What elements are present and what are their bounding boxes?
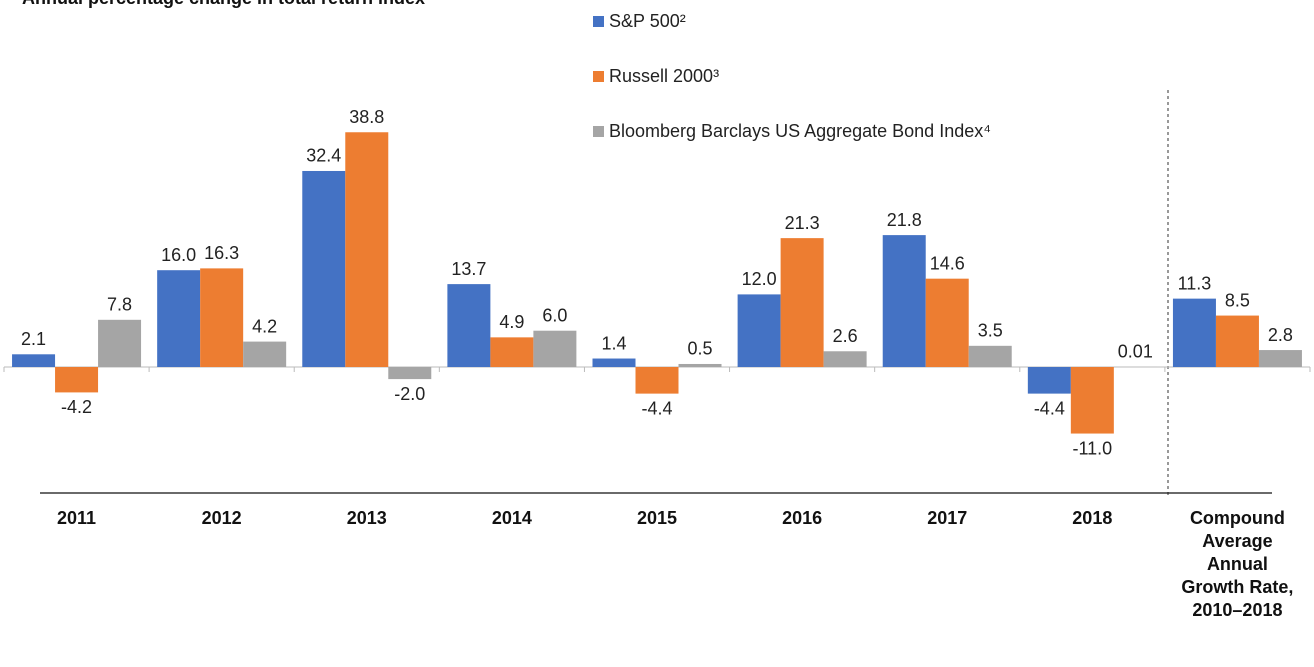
legend-item: Russell 2000³ [593,63,993,89]
value-label: 2.6 [833,326,858,346]
bar [737,294,781,367]
bar [243,341,287,367]
x-tick-label: 2013 [346,508,387,528]
value-label: 16.0 [161,245,196,265]
bar [823,351,867,367]
bar [157,270,201,367]
x-tick-label: 2011 [57,508,97,528]
legend-label: S&P 500² [609,11,686,31]
value-label: 7.8 [107,295,132,315]
bar [925,278,969,367]
x-tick-label: 2015 [636,508,678,528]
value-label: 38.8 [349,107,384,127]
bar [635,367,679,394]
bar [12,354,56,367]
bar [388,367,432,380]
value-label: 3.5 [978,321,1003,341]
legend-item: Bloomberg Barclays US Aggregate Bond Ind… [593,118,1005,144]
value-label: -4.2 [61,397,92,417]
bar [678,363,722,367]
value-label: -4.4 [1034,398,1065,418]
x-tick-label: 2018 [1072,508,1113,528]
value-label: 2.1 [21,329,46,349]
value-label: 11.3 [1178,273,1212,293]
value-label: 0.01 [1118,342,1153,362]
legend-label: Bloomberg Barclays US Aggregate Bond Ind… [609,121,991,141]
bar [1258,350,1302,367]
bar [780,238,824,367]
bar [533,330,577,367]
bar [98,319,142,367]
value-label: 1.4 [601,333,626,353]
value-label: 16.3 [204,243,239,263]
x-tick-label: Compound Average Annual Growth Rate, 201… [1181,508,1294,620]
chart-title: Annual percentage change in total return… [22,0,425,9]
value-label: 0.5 [687,339,712,359]
legend-item: S&P 500² [593,8,993,34]
bar [592,358,636,367]
bar [1215,315,1259,367]
bar [200,268,244,367]
legend-swatch [593,126,604,137]
bar [55,367,99,393]
value-label: 2.8 [1268,325,1293,345]
x-tick-label: 2012 [201,508,242,528]
value-label: 4.9 [499,312,524,332]
bar [302,170,346,367]
x-tick-label: 2016 [782,508,823,528]
legend-swatch [593,16,604,27]
value-label: 13.7 [451,259,486,279]
bar [882,235,926,367]
value-label: 14.6 [930,253,965,273]
value-label: 21.8 [887,210,922,230]
bar [1172,298,1216,367]
legend-swatch [593,71,604,82]
bar [345,132,389,367]
x-tick-label: 2014 [491,508,532,528]
value-label: -2.0 [394,384,425,404]
value-label: 8.5 [1225,290,1250,310]
value-label: 6.0 [542,305,567,325]
value-label: -11.0 [1072,438,1112,458]
bar [447,284,491,367]
legend-label: Russell 2000³ [609,66,720,86]
value-label: 32.4 [306,146,341,166]
value-label: 4.2 [252,316,277,336]
value-label: 12.0 [742,269,777,289]
bar [490,337,534,367]
bar [968,345,1012,367]
bar [1070,367,1114,434]
value-label: 21.3 [785,213,820,233]
value-label: -4.4 [641,398,672,418]
x-tick-label: 2017 [927,508,968,528]
bar [1027,367,1071,394]
